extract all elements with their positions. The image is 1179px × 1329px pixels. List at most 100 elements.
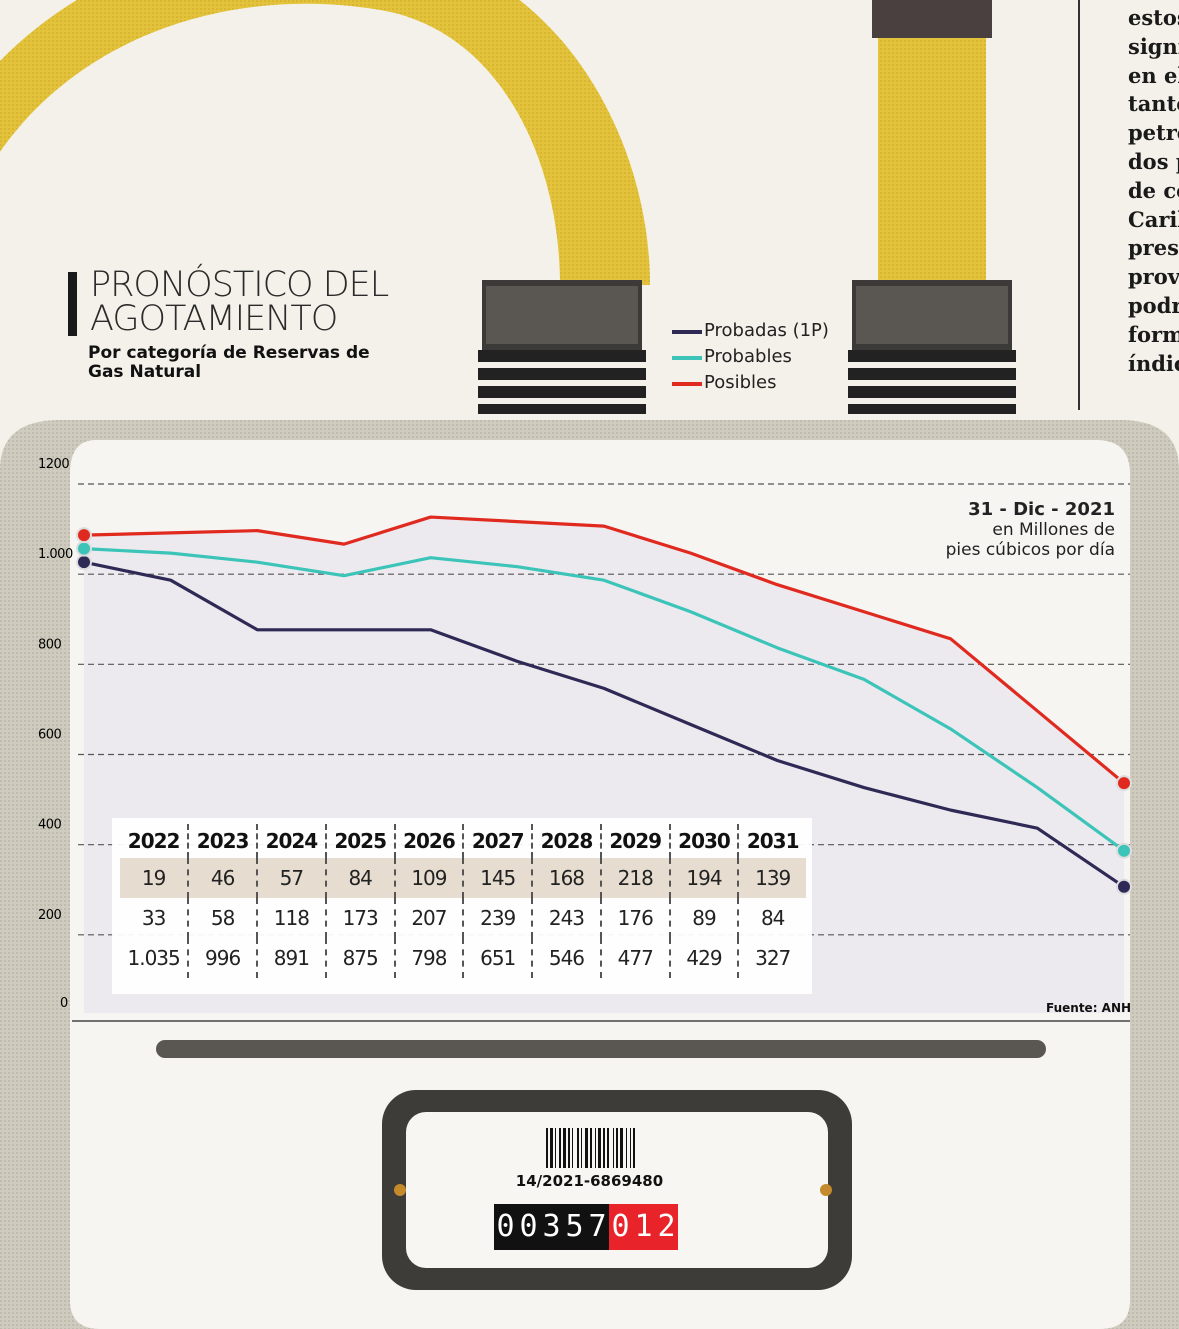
- table-header-year: 2026: [393, 824, 464, 858]
- table-header-year: 2029: [599, 824, 670, 858]
- unit-label-1: en Millones de: [992, 520, 1115, 540]
- table-cell: 798: [393, 938, 464, 978]
- table-cell: 118: [256, 898, 326, 938]
- pipe-connector-right: [848, 280, 1016, 414]
- table-cell: 84: [737, 898, 806, 938]
- series-line-posibles: [83, 515, 1126, 785]
- column-text-line: dos p: [1128, 148, 1179, 174]
- reserves-table-grid: 2022 2023 2024 2025 2026 2027 2028 2029 2030 2031…: [120, 824, 806, 978]
- meter-digit: 2: [655, 1204, 678, 1250]
- table-cell: 46: [187, 858, 258, 898]
- column-text-line: índic: [1128, 350, 1179, 376]
- y-tick-label: 1200: [38, 457, 69, 472]
- table-cell: 218: [599, 858, 670, 898]
- series-line-probables: [83, 547, 1125, 852]
- data-point: [1116, 775, 1132, 792]
- column-rule: [1078, 0, 1080, 410]
- source-label: Fuente: ANH: [1046, 1001, 1132, 1015]
- column-text-line: form: [1128, 321, 1179, 347]
- table-cell: 651: [462, 938, 533, 978]
- series-line-probadas: [83, 560, 1125, 889]
- table-cell: 19: [120, 858, 189, 898]
- legend-swatch: [672, 330, 702, 334]
- table-cell: 168: [531, 858, 601, 898]
- table-cell: 239: [462, 898, 533, 938]
- table-cell: 477: [599, 938, 670, 978]
- meter-digit: 7: [588, 1209, 607, 1244]
- table-cell: 207: [393, 898, 464, 938]
- table-row: 19 46 57 84 109 145 168 218 194 139: [120, 858, 806, 898]
- table-header-year: 2023: [187, 824, 258, 858]
- legend-swatch: [672, 356, 702, 360]
- legend-label: Probadas (1P): [704, 320, 829, 341]
- table-header-year: 2031: [737, 824, 806, 858]
- meter-slot: [156, 1040, 1046, 1058]
- unit-label-2: pies cúbicos por día: [945, 540, 1115, 560]
- table-cell: 176: [599, 898, 670, 938]
- column-text-line: de co: [1128, 177, 1179, 203]
- table-cell: 243: [531, 898, 601, 938]
- table-cell: 173: [324, 898, 395, 938]
- reserves-table: 2022 2023 2024 2025 2026 2027 2028 2029 2030 2031…: [112, 818, 812, 994]
- column-text-line: en el: [1128, 62, 1179, 88]
- table-cell: 89: [668, 898, 739, 938]
- data-point: [1116, 878, 1132, 895]
- table-cell: 546: [531, 938, 601, 978]
- page-subtitle: Por categoría de Reservas de Gas Natural: [88, 343, 370, 382]
- column-text-line: prov: [1128, 264, 1179, 290]
- meter-digit: 3: [542, 1209, 561, 1244]
- meter-digit: 5: [565, 1209, 584, 1244]
- legend-item-probables: Probables: [672, 344, 829, 370]
- column-text-line: signi: [1128, 33, 1179, 59]
- data-point: [76, 554, 92, 571]
- data-point: [76, 527, 92, 544]
- legend-label: Probables: [704, 346, 792, 367]
- table-header-year: 2027: [462, 824, 533, 858]
- yellow-pipe-arch: [0, 0, 650, 285]
- table-cell: 109: [393, 858, 464, 898]
- legend-swatch: [672, 382, 702, 386]
- column-text-line: tanto: [1128, 91, 1179, 117]
- column-text-line: Carib: [1128, 206, 1179, 232]
- table-cell: 1.035: [127, 946, 180, 970]
- table-cell: 139: [737, 858, 806, 898]
- table-header-year: 2028: [531, 824, 601, 858]
- meter-digit: 0: [496, 1209, 515, 1244]
- barcode: [546, 1128, 635, 1168]
- data-point: [76, 540, 92, 557]
- table-cell: 891: [256, 938, 326, 978]
- table-cell: 429: [668, 938, 739, 978]
- table-header-year: 2022: [127, 829, 181, 853]
- table-cell: 996: [187, 938, 258, 978]
- meter-screw-left: [394, 1184, 406, 1196]
- meter-screw-right: [820, 1184, 832, 1196]
- column-text-line: petro: [1128, 120, 1179, 146]
- date-label: 31 - Dic - 2021: [968, 499, 1115, 520]
- table-cell: 84: [324, 858, 395, 898]
- table-header-year: 2025: [324, 824, 395, 858]
- meter-digit: 1: [632, 1204, 655, 1250]
- column-text-line: prese: [1128, 235, 1179, 261]
- pipe-connector-left: [478, 280, 646, 414]
- legend-label: Posibles: [704, 372, 777, 393]
- meter-code: 14/2021-6869480: [515, 1172, 664, 1190]
- table-header-year: 2030: [668, 824, 739, 858]
- table-cell: 327: [737, 938, 806, 978]
- title-accent-bar: [68, 272, 77, 336]
- table-cell: 194: [668, 858, 739, 898]
- table-cell: 58: [187, 898, 258, 938]
- y-tick-label: 400: [38, 818, 62, 833]
- y-tick-label: 200: [38, 908, 62, 923]
- y-tick-label: 800: [38, 637, 62, 652]
- table-header-year: 2024: [256, 824, 326, 858]
- y-tick-label: 1.000: [38, 547, 73, 562]
- chart-legend: Probadas (1P) Probables Posibles: [672, 318, 829, 396]
- pipe-top-block: [872, 0, 992, 38]
- y-tick-label: 600: [38, 728, 62, 743]
- table-row: 33 58 118 173 207 239 243 176 89 84: [120, 898, 806, 938]
- data-point: [1116, 842, 1132, 859]
